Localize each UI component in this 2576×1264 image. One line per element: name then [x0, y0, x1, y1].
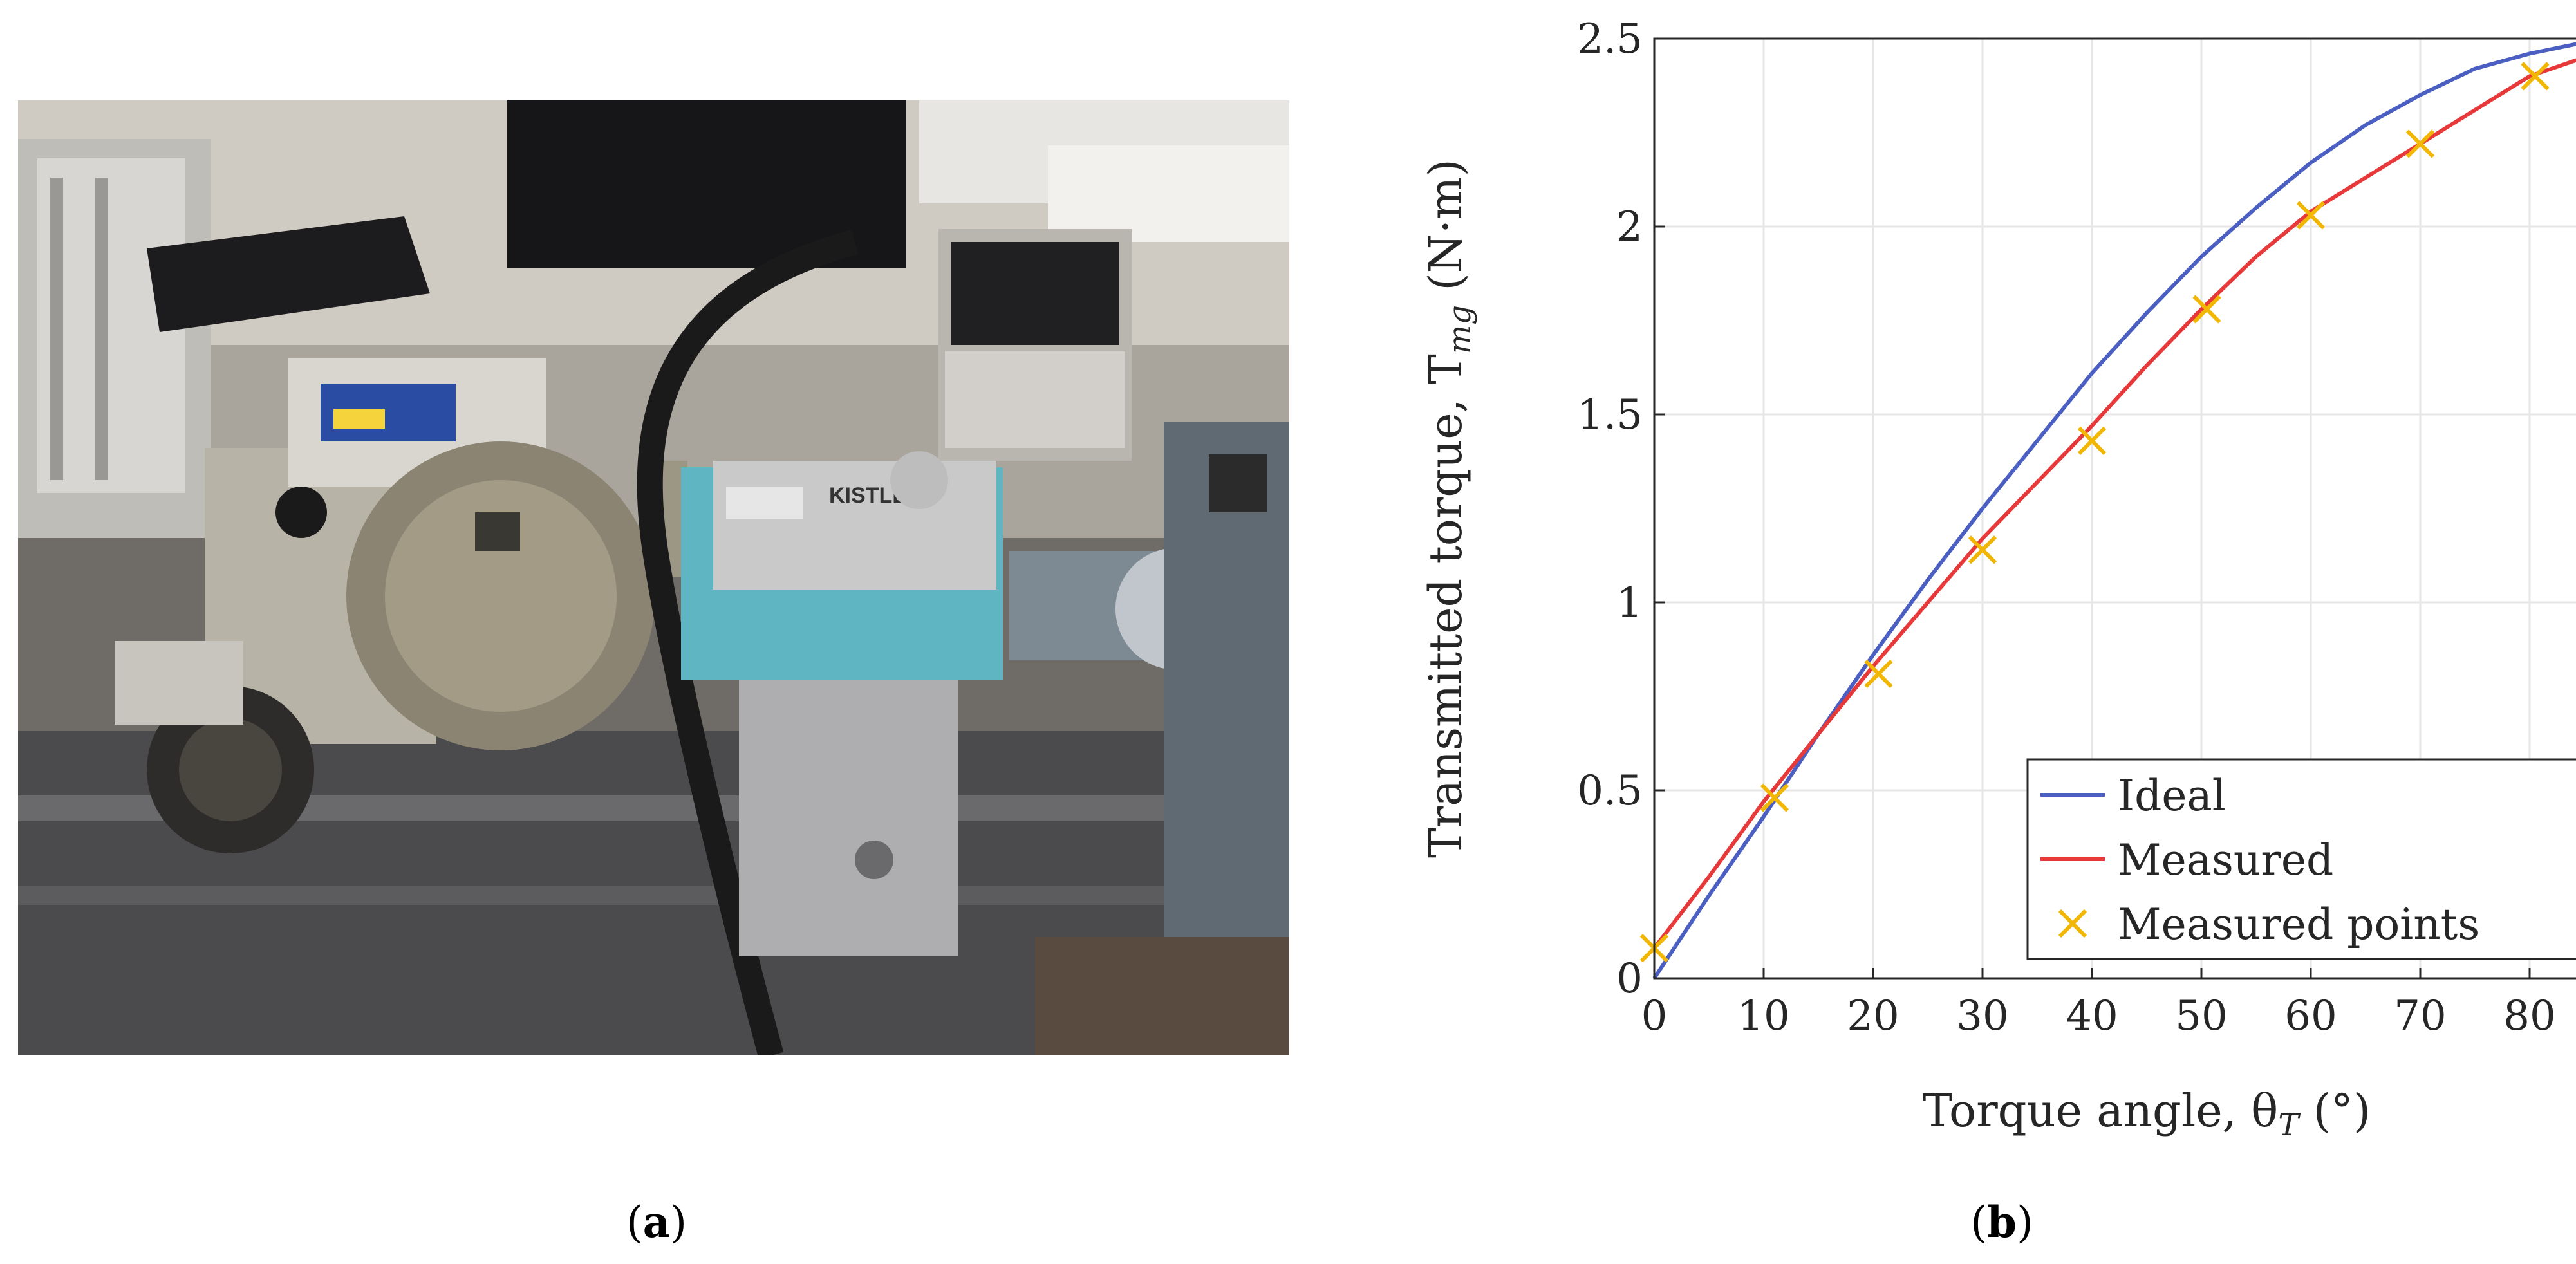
x-tick-label: 20 [1847, 992, 1899, 1040]
measured-point-marker [2296, 201, 2326, 230]
chart-series [1639, 42, 2576, 980]
caption-a-letter: a [642, 1197, 671, 1247]
y-tick-label: 2.5 [1577, 15, 1643, 63]
caption-b: (b) [1970, 1197, 2033, 1247]
legend-label: Ideal [2118, 771, 2226, 821]
x-axis-ticks: 0102030405060708090 [1641, 968, 2556, 1040]
x-axis-label: Torque angle, θT (°) [1923, 1084, 2371, 1143]
chart-legend: Ideal Measured Measured points [2026, 758, 2576, 960]
measured-point-marker [1864, 659, 1893, 689]
y-tick-label: 0 [1616, 955, 1643, 1003]
y-axis-label: Transmitted torque, Tmg (N·m) [1419, 159, 1478, 858]
measured-point-marker [2405, 129, 2435, 158]
x-tick-label: 80 [2503, 992, 2555, 1040]
y-axis-label-unit: (N·m) [1419, 159, 1472, 305]
series-line-measured [1652, 58, 2576, 950]
x-tick-label: 0 [1641, 992, 1668, 1040]
x-axis-label-text: Torque angle, θ [1923, 1084, 2279, 1137]
measured-point-marker [1760, 783, 1789, 812]
x-tick-label: 10 [1737, 992, 1789, 1040]
y-tick-label: 0.5 [1577, 767, 1643, 815]
legend-label: Measured [2118, 835, 2333, 885]
measured-point-marker [2192, 295, 2221, 324]
y-tick-label: 2 [1616, 203, 1643, 251]
y-tick-label: 1 [1616, 579, 1643, 627]
x-tick-label: 50 [2175, 992, 2227, 1040]
y-axis-label-subscript: mg [1442, 305, 1478, 354]
legend-swatch-marker [2058, 909, 2087, 938]
y-axis-ticks: 0 0.5 1 1.5 2 2.5 [1577, 15, 1665, 1003]
caption-a: (a) [626, 1197, 687, 1247]
measured-point-marker [1968, 535, 1997, 564]
measured-point-marker [2521, 62, 2550, 91]
y-tick-label: 1.5 [1577, 391, 1643, 439]
x-axis-label-subscript: T [2278, 1107, 2301, 1143]
torque-chart: 0102030405060708090 00.511.522.5 IdealMe… [1419, 15, 2576, 1143]
measured-point-marker [2077, 426, 2107, 456]
test-bench-photo: KISTLER [18, 100, 1289, 1055]
x-tick-label: 30 [1956, 992, 2008, 1040]
y-axis-label-text: Transmitted torque, T [1419, 354, 1472, 858]
caption-b-letter: b [1986, 1197, 2017, 1247]
plot-frame [1653, 37, 2576, 980]
x-tick-label: 70 [2394, 992, 2446, 1040]
x-axis-label-unit: (°) [2299, 1084, 2371, 1137]
legend-box [2026, 758, 2576, 960]
legend-label: Measured points [2118, 900, 2479, 949]
x-tick-label: 60 [2284, 992, 2337, 1040]
x-tick-label: 40 [2066, 992, 2118, 1040]
